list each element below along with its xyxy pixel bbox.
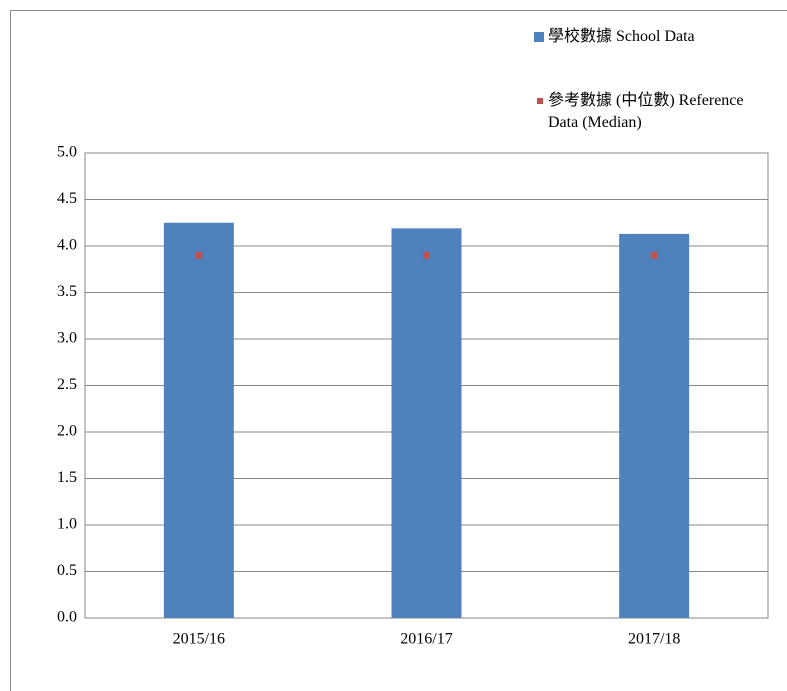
y-tick-label: 2.5 <box>57 376 77 393</box>
y-tick-label: 0.5 <box>57 562 77 579</box>
bar <box>391 228 462 618</box>
legend-swatch <box>534 32 544 42</box>
legend-entry: 參考數據 (中位數) Reference Data (Median) <box>548 90 758 134</box>
y-tick-label: 1.5 <box>57 469 77 486</box>
bar <box>163 222 234 618</box>
y-tick-label: 5.0 <box>57 144 77 161</box>
legend-swatch <box>537 98 543 104</box>
y-tick-label: 0.0 <box>57 609 77 626</box>
y-tick-label: 4.5 <box>57 190 77 207</box>
marker <box>423 251 430 259</box>
y-tick-label: 3.0 <box>57 330 77 347</box>
y-tick-label: 2.0 <box>57 423 77 440</box>
legend-label: 學校數據 School Data <box>548 28 695 45</box>
y-tick-label: 1.0 <box>57 516 77 533</box>
legend-label: 參考數據 (中位數) Reference Data (Median) <box>548 92 744 131</box>
bar <box>619 233 690 618</box>
y-tick-label: 3.5 <box>57 283 77 300</box>
x-tick-label: 2015/16 <box>173 631 225 648</box>
marker <box>195 251 203 259</box>
y-tick-label: 4.0 <box>57 237 77 254</box>
x-tick-label: 2017/18 <box>628 631 680 648</box>
legend-entry: 學校數據 School Data <box>548 26 758 48</box>
x-tick-label: 2016/17 <box>400 631 452 648</box>
marker <box>650 251 658 259</box>
